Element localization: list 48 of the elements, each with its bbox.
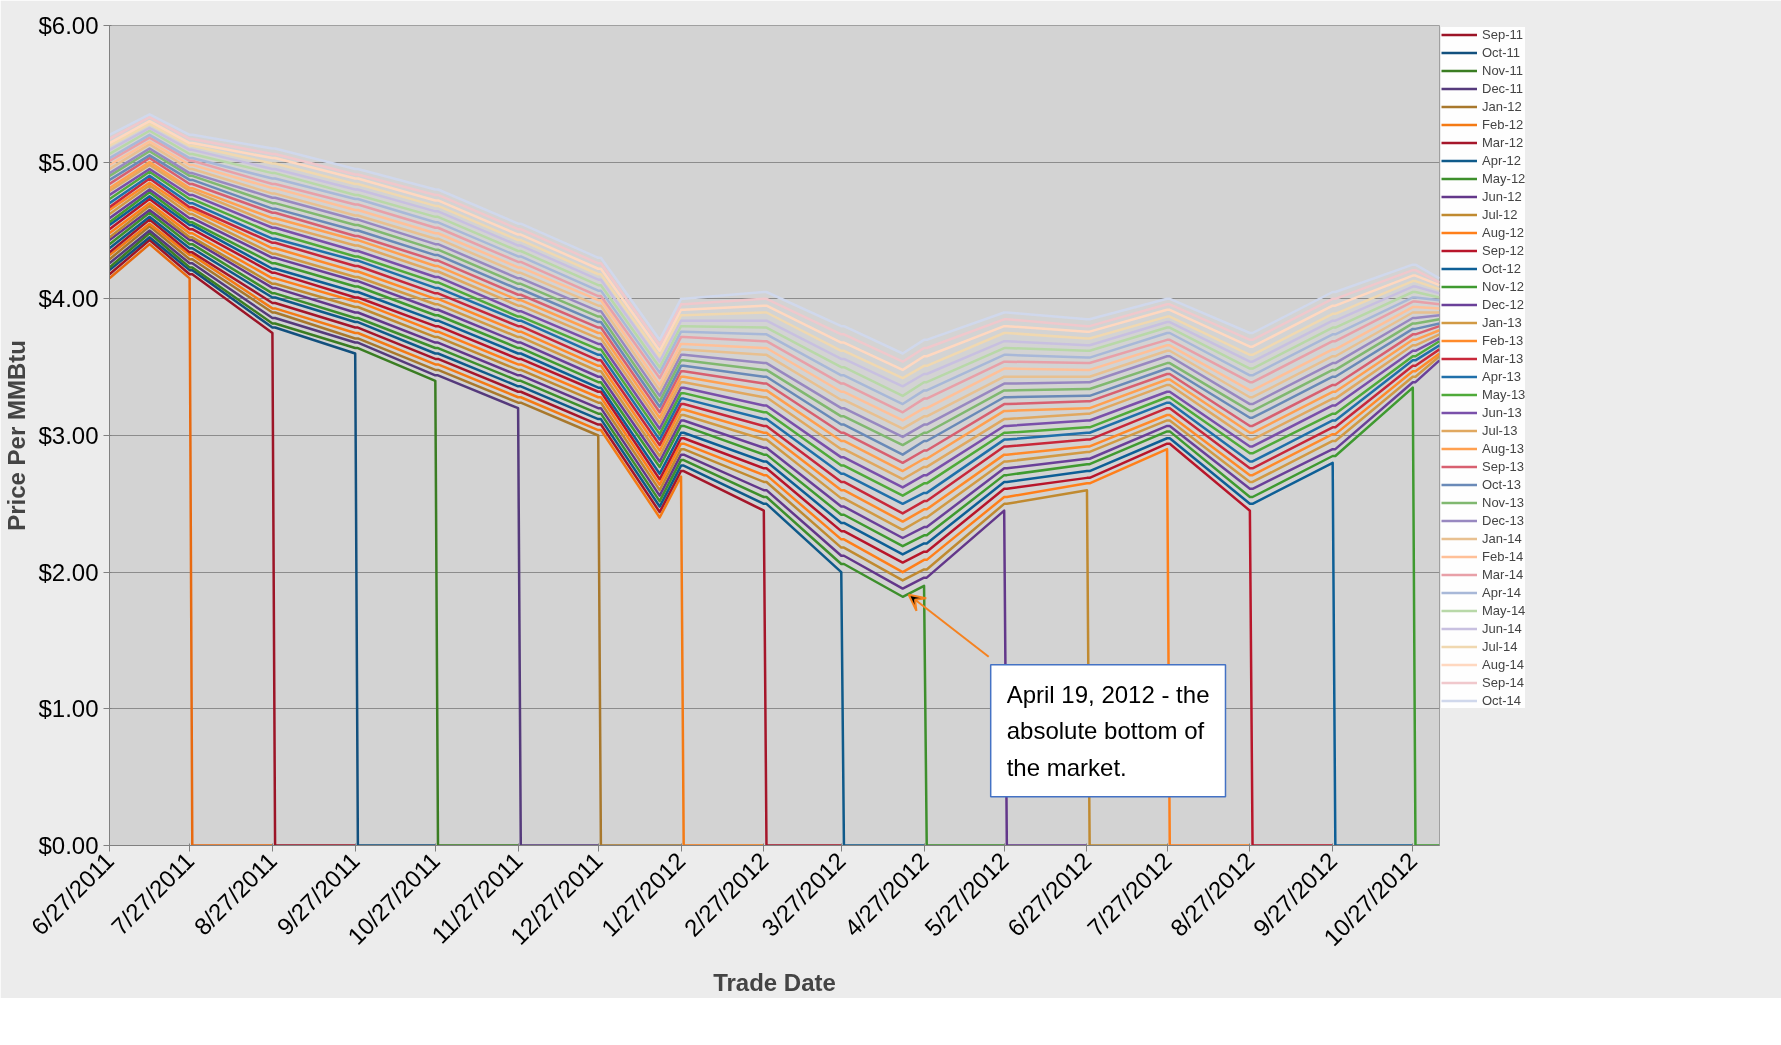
legend-label: Jun-14	[1482, 621, 1522, 636]
y-tick-label: $1.00	[38, 695, 99, 723]
legend-label: Jul-14	[1482, 639, 1518, 654]
legend-label: Aug-13	[1482, 441, 1524, 456]
legend-label: Feb-14	[1482, 549, 1524, 564]
legend-label: Feb-12	[1482, 117, 1524, 132]
legend-label: Apr-12	[1482, 153, 1522, 168]
legend-label: Oct-14	[1482, 693, 1522, 708]
y-tick-label: $6.00	[38, 12, 99, 39]
legend-label: Dec-12	[1482, 297, 1524, 312]
legend-label: Jun-13	[1482, 405, 1522, 420]
legend-label: Aug-14	[1482, 657, 1524, 672]
legend-label: Sep-14	[1482, 675, 1524, 690]
legend-label: Jun-12	[1482, 189, 1522, 204]
legend-label: Nov-11	[1482, 63, 1523, 78]
legend-label: Nov-13	[1482, 495, 1524, 510]
legend-label: Sep-13	[1482, 459, 1524, 474]
y-tick-label: $2.00	[38, 558, 99, 586]
y-tick-label: $5.00	[38, 148, 99, 176]
legend-label: Nov-12	[1482, 279, 1524, 294]
legend-label: May-13	[1482, 387, 1526, 402]
y-axis-title: Price Per MMBtu	[3, 340, 31, 531]
legend-label: Dec-13	[1482, 513, 1524, 528]
legend-label: Mar-12	[1482, 135, 1524, 150]
legend-label: Oct-12	[1482, 261, 1522, 276]
legend-label: Dec-11	[1482, 81, 1523, 96]
legend-label: Sep-11	[1482, 27, 1523, 42]
legend-label: Jul-13	[1482, 423, 1518, 438]
legend-label: Sep-12	[1482, 243, 1524, 258]
legend-label: Feb-13	[1482, 333, 1524, 348]
legend-label: Mar-13	[1482, 351, 1524, 366]
x-axis-title: Trade Date	[713, 968, 836, 996]
legend-label: May-12	[1482, 171, 1526, 186]
annotation: April 19, 2012 - the absolute bottom of the market.	[1006, 680, 1210, 781]
y-tick-label: $4.00	[38, 285, 99, 313]
legend-label: Apr-14	[1482, 585, 1522, 600]
y-tick-label: $0.00	[38, 832, 99, 859]
legend-label: Jan-12	[1482, 99, 1522, 114]
legend-label: Jan-13	[1482, 315, 1522, 330]
legend-label: Aug-12	[1482, 225, 1524, 240]
y-tick-label: $3.00	[38, 422, 99, 449]
legend-label: Jan-14	[1482, 531, 1522, 546]
legend-label: Mar-14	[1482, 567, 1524, 582]
legend-label: Jul-12	[1482, 207, 1518, 222]
legend-label: May-14	[1482, 603, 1526, 618]
legend-label: Apr-13	[1482, 369, 1522, 384]
legend-label: Oct-11	[1482, 45, 1521, 60]
legend-label: Oct-13	[1482, 477, 1522, 492]
